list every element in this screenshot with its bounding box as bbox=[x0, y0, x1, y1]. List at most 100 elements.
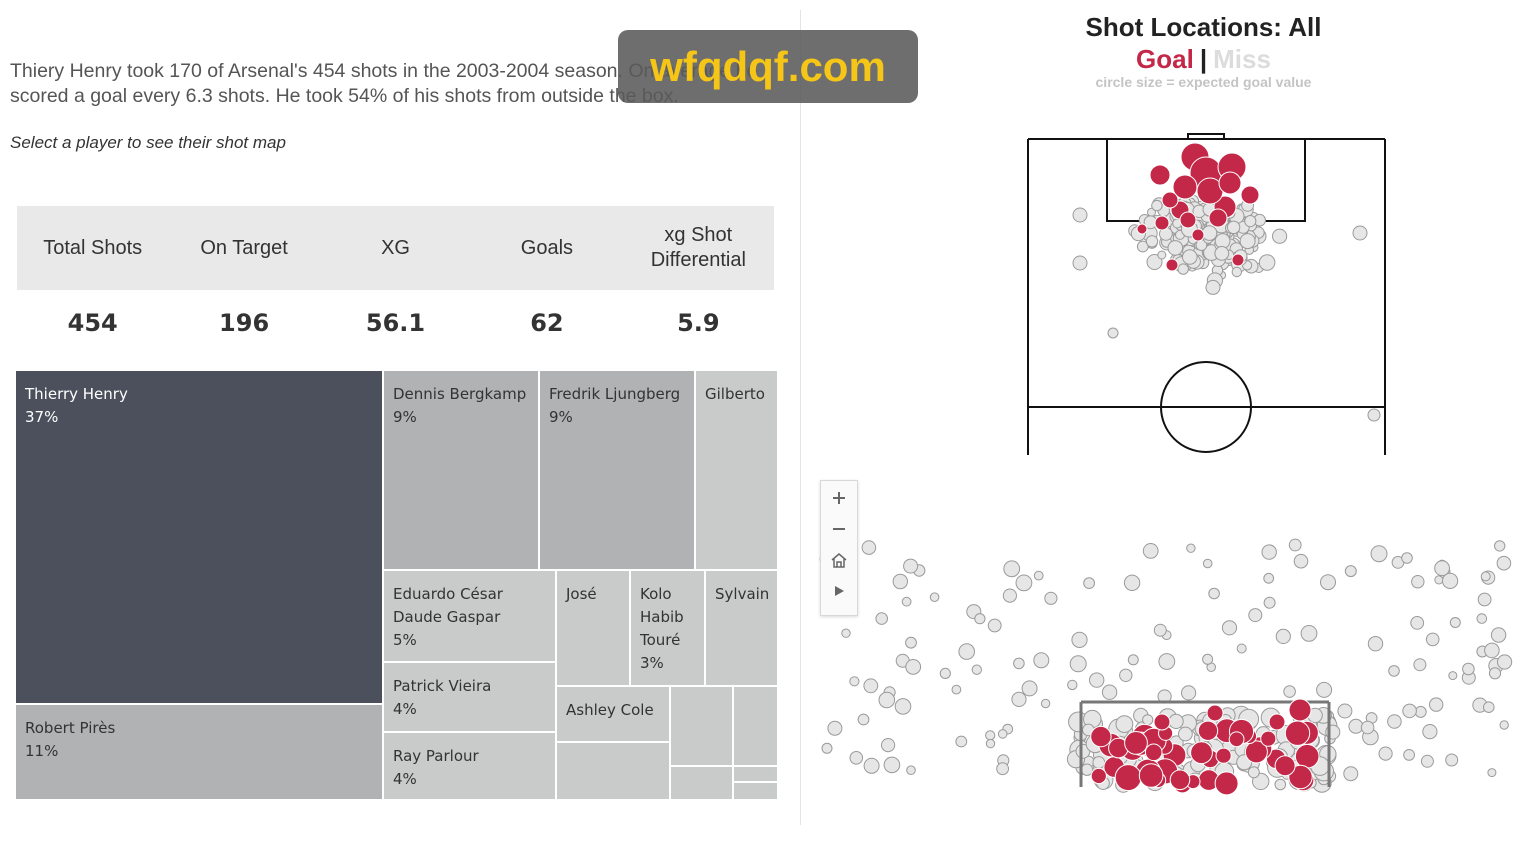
pitch-shot-goal[interactable] bbox=[1179, 211, 1197, 229]
goal-shot-miss[interactable] bbox=[849, 676, 860, 687]
goal-shot-miss[interactable] bbox=[985, 730, 996, 741]
zoom-out-button[interactable] bbox=[821, 514, 857, 543]
goal-shot-miss[interactable] bbox=[955, 735, 968, 748]
goal-shot-goal[interactable] bbox=[1274, 755, 1296, 777]
goal-shot-goal[interactable] bbox=[1124, 731, 1148, 755]
goal-shot-miss[interactable] bbox=[1499, 720, 1509, 730]
goal-shot-miss[interactable] bbox=[1247, 766, 1260, 779]
goal-shot-miss[interactable] bbox=[881, 738, 896, 753]
goal-shot-miss[interactable] bbox=[1420, 754, 1434, 768]
goal-shot-miss[interactable] bbox=[1208, 587, 1220, 600]
goal-shot-miss[interactable] bbox=[929, 592, 940, 602]
goal-shot-miss[interactable] bbox=[1069, 655, 1087, 673]
goal-shot-miss[interactable] bbox=[1283, 685, 1296, 698]
tile-jose[interactable]: José bbox=[556, 570, 630, 686]
goal-shot-miss[interactable] bbox=[1123, 574, 1141, 591]
goal-shot-goal[interactable] bbox=[1206, 704, 1224, 722]
pitch-shot-goal[interactable] bbox=[1218, 171, 1242, 195]
legend-goal[interactable]: Goal bbox=[1136, 44, 1194, 74]
goal-shot-miss[interactable] bbox=[905, 659, 922, 675]
goal-shot-miss[interactable] bbox=[901, 596, 912, 607]
pitch-shot-miss[interactable] bbox=[1226, 220, 1241, 235]
goal-shot-goal[interactable] bbox=[1190, 741, 1213, 765]
goal-shot-miss[interactable] bbox=[1476, 613, 1488, 624]
tile-kolo-toure[interactable]: Kolo Habib Touré 3% bbox=[630, 570, 705, 686]
goal-shot-miss[interactable] bbox=[1401, 552, 1413, 564]
goal-shot-miss[interactable] bbox=[1202, 653, 1214, 665]
tile-patrick-vieira[interactable]: Patrick Vieira 4% bbox=[383, 662, 556, 732]
goal-shot-miss[interactable] bbox=[1497, 654, 1513, 670]
goal-shot-miss[interactable] bbox=[974, 613, 986, 625]
goal-shot-miss[interactable] bbox=[903, 558, 919, 574]
goal-shot-miss[interactable] bbox=[1449, 617, 1461, 628]
tile-unlabeled[interactable] bbox=[733, 782, 778, 800]
pitch-shot-miss[interactable] bbox=[1214, 245, 1230, 261]
goal-shot-miss[interactable] bbox=[1484, 642, 1500, 659]
goal-shot-miss[interactable] bbox=[1402, 703, 1417, 719]
goal-shot-miss[interactable] bbox=[1115, 715, 1134, 734]
play-button[interactable] bbox=[821, 576, 857, 605]
goal-shot-miss[interactable] bbox=[1275, 628, 1291, 645]
goal-shot-miss[interactable] bbox=[997, 729, 1008, 739]
goal-shot-miss[interactable] bbox=[1370, 545, 1388, 563]
home-button[interactable] bbox=[821, 545, 857, 574]
goal-shot-miss[interactable] bbox=[1186, 543, 1196, 553]
goal-shot-miss[interactable] bbox=[987, 618, 1002, 633]
goal-shot-miss[interactable] bbox=[1445, 753, 1459, 767]
tile-unlabeled[interactable] bbox=[733, 766, 778, 782]
pitch-shot-goal[interactable] bbox=[1161, 191, 1179, 209]
goal-shot-goal[interactable] bbox=[1090, 725, 1112, 748]
goal-shot-goal[interactable] bbox=[1228, 731, 1245, 748]
pitch-shot-goal[interactable] bbox=[1172, 174, 1198, 200]
pitch-shot-miss[interactable] bbox=[1145, 235, 1159, 248]
goal-shot-miss[interactable] bbox=[1003, 560, 1021, 578]
goal-shot-miss[interactable] bbox=[1181, 685, 1197, 701]
goal-shot-miss[interactable] bbox=[1344, 565, 1357, 578]
tile-sylvain[interactable]: Sylvain bbox=[705, 570, 778, 686]
goal-shot-miss[interactable] bbox=[1414, 705, 1427, 718]
goal-shot-miss[interactable] bbox=[1316, 681, 1333, 698]
tile-unlabeled[interactable] bbox=[733, 686, 778, 766]
goal-shot-miss[interactable] bbox=[1320, 574, 1336, 591]
goal-shot-miss[interactable] bbox=[1360, 720, 1375, 735]
tile-gilberto[interactable]: Gilberto bbox=[695, 370, 778, 570]
goal-shot-miss[interactable] bbox=[1101, 684, 1118, 700]
goal-shot-goal[interactable] bbox=[1288, 698, 1312, 722]
goal-shot-miss[interactable] bbox=[1274, 778, 1287, 791]
goal-shot-miss[interactable] bbox=[1442, 572, 1459, 590]
tile-dennis-bergkamp[interactable]: Dennis Bergkamp 9% bbox=[383, 370, 539, 570]
goal-shot-miss[interactable] bbox=[1178, 726, 1193, 742]
goal-shot-goal[interactable] bbox=[1288, 764, 1313, 790]
goal-shot-miss[interactable] bbox=[1448, 671, 1458, 681]
goal-shot-miss[interactable] bbox=[1388, 665, 1400, 677]
goal-shot-miss[interactable] bbox=[1403, 749, 1415, 761]
goal-shot-goal[interactable] bbox=[1144, 743, 1163, 762]
goal-shot-miss[interactable] bbox=[1411, 575, 1425, 589]
goal-shot-goal[interactable] bbox=[1114, 764, 1142, 792]
goal-shot-miss[interactable] bbox=[1348, 718, 1364, 734]
goal-shot-goal[interactable] bbox=[1214, 771, 1239, 796]
goal-shot-miss[interactable] bbox=[1033, 570, 1044, 581]
pitch-shot-miss[interactable] bbox=[1272, 228, 1288, 244]
tile-robert-pires[interactable]: Robert Pirès 11% bbox=[15, 704, 383, 800]
goal-shot-miss[interactable] bbox=[1067, 679, 1078, 691]
goal-shot-miss[interactable] bbox=[1288, 538, 1302, 552]
pitch-shot-miss[interactable] bbox=[1157, 250, 1167, 260]
goal-shot-miss[interactable] bbox=[1496, 555, 1512, 571]
pitch-shot-miss[interactable] bbox=[1244, 215, 1257, 228]
legend-miss[interactable]: Miss bbox=[1213, 44, 1271, 74]
pitch-shot-miss[interactable] bbox=[1146, 254, 1163, 270]
goal-shot-miss[interactable] bbox=[905, 636, 917, 649]
goal-shot-miss[interactable] bbox=[1483, 701, 1495, 713]
goal-shot-miss[interactable] bbox=[1202, 558, 1213, 569]
goal-shot-miss[interactable] bbox=[996, 762, 1010, 776]
goal-shot-miss[interactable] bbox=[1021, 680, 1038, 697]
goal-shot-miss[interactable] bbox=[841, 628, 851, 638]
goal-shot-miss[interactable] bbox=[1413, 658, 1427, 672]
goal-shot-miss[interactable] bbox=[1236, 643, 1247, 654]
goal-shot-miss[interactable] bbox=[1261, 544, 1277, 560]
pitch-shot-miss[interactable] bbox=[1072, 255, 1088, 271]
goal-shot-goal[interactable] bbox=[1244, 740, 1268, 764]
goal-shot-miss[interactable] bbox=[827, 720, 843, 736]
goal-shot-miss[interactable] bbox=[906, 765, 916, 775]
